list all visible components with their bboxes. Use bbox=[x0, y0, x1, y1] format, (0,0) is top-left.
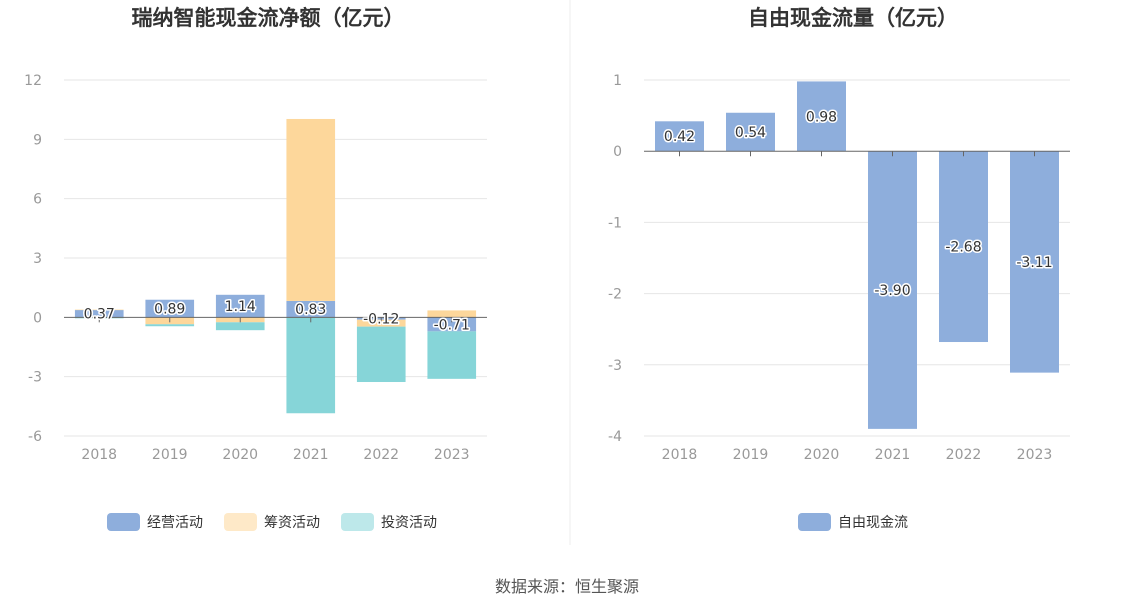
legend-swatch bbox=[224, 513, 257, 531]
data-label-2021: 0.83 bbox=[295, 302, 326, 318]
bar-1-2023 bbox=[1010, 151, 1059, 373]
data-label-2023: -3.11 bbox=[1016, 255, 1052, 271]
data-label-2022: -0.12 bbox=[363, 312, 399, 328]
bar-2-2022 bbox=[356, 319, 406, 327]
bar-1-2020 bbox=[215, 294, 265, 318]
legend-swatch bbox=[798, 513, 831, 531]
legend-label: 投资活动 bbox=[381, 515, 437, 531]
x-tick-label: 2021 bbox=[293, 447, 329, 463]
y-tick-label: 9 bbox=[33, 132, 42, 148]
bar-3-2023 bbox=[427, 331, 477, 379]
bar-3-2020 bbox=[215, 322, 265, 331]
x-tick-label: 2018 bbox=[662, 447, 698, 463]
net-cash-flow-chart: 12 9 6 3 0 -3 -6 2018 2019 2020 2021 2022 2023 0.37 0.… bbox=[24, 73, 487, 463]
data-source-text: 数据来源：恒生聚源 bbox=[495, 577, 639, 596]
y-tick-label: 12 bbox=[24, 73, 42, 89]
legend-swatch bbox=[107, 513, 140, 531]
bar-3-2022 bbox=[356, 326, 406, 383]
x-tick-label: 2023 bbox=[1017, 447, 1053, 463]
y-tick-label: -3 bbox=[608, 358, 622, 374]
data-label-2019: 0.54 bbox=[735, 125, 766, 141]
x-tick-label: 2019 bbox=[733, 447, 769, 463]
data-label-2020: 1.14 bbox=[225, 299, 256, 315]
y-tick-label: -2 bbox=[608, 287, 622, 303]
bar-1-2018 bbox=[74, 310, 124, 318]
data-label-2018: 0.37 bbox=[84, 307, 115, 323]
bar-1-2019 bbox=[726, 112, 775, 152]
y-tick-label: 6 bbox=[33, 192, 42, 208]
x-tick-label: 2022 bbox=[946, 447, 982, 463]
bar-3-2021 bbox=[286, 317, 336, 414]
bar-1-2021 bbox=[286, 300, 336, 318]
y-tick-label: 0 bbox=[613, 144, 622, 160]
free-cash-flow-chart: 1 0 -1 -2 -3 -4 2018 2019 2020 2021 2022 2023 0.42 0.… bbox=[608, 73, 1070, 463]
data-label-2022: -2.68 bbox=[945, 240, 981, 256]
bar-2-2018 bbox=[74, 309, 124, 311]
y-tick-label: 3 bbox=[33, 251, 42, 267]
data-label-2019: 0.89 bbox=[154, 302, 185, 318]
y-tick-label: -1 bbox=[608, 215, 622, 231]
bar-1-2019 bbox=[145, 299, 195, 318]
bar-2-2021 bbox=[286, 118, 336, 301]
bar-1-2022 bbox=[939, 151, 988, 343]
bar-1-2021 bbox=[868, 151, 917, 429]
chart2-title: 自由现金流量（亿元） bbox=[748, 6, 958, 30]
legend-label: 经营活动 bbox=[147, 515, 203, 531]
bar-1-2023 bbox=[427, 317, 477, 332]
x-tick-label: 2021 bbox=[875, 447, 911, 463]
chart1-legend: 经营活动 筹资活动 投资活动 bbox=[107, 513, 437, 531]
legend-label: 自由现金流 bbox=[838, 515, 908, 531]
x-tick-label: 2019 bbox=[152, 447, 188, 463]
y-tick-label: 1 bbox=[613, 73, 622, 89]
data-label-2021: -3.90 bbox=[874, 283, 910, 299]
x-tick-label: 2020 bbox=[804, 447, 840, 463]
y-tick-label: -6 bbox=[28, 429, 42, 445]
legend-swatch bbox=[341, 513, 374, 531]
x-tick-label: 2022 bbox=[363, 447, 399, 463]
y-tick-label: -3 bbox=[28, 370, 42, 386]
data-label-2018: 0.42 bbox=[664, 129, 695, 145]
chart2-legend: 自由现金流 bbox=[798, 513, 908, 531]
chart1-title: 瑞纳智能现金流净额（亿元） bbox=[132, 6, 405, 30]
bar-1-2018 bbox=[655, 121, 704, 152]
y-tick-label: -4 bbox=[608, 429, 622, 445]
x-tick-label: 2023 bbox=[434, 447, 470, 463]
x-tick-label: 2020 bbox=[222, 447, 258, 463]
bar-2-2023 bbox=[427, 310, 477, 318]
legend-label: 筹资活动 bbox=[264, 514, 320, 531]
bar-1-2020 bbox=[797, 81, 846, 152]
data-label-2020: 0.98 bbox=[806, 109, 837, 125]
x-tick-label: 2018 bbox=[81, 447, 117, 463]
bar-3-2019 bbox=[145, 324, 195, 327]
y-tick-label: 0 bbox=[33, 310, 42, 326]
data-label-2023: -0.71 bbox=[434, 317, 470, 333]
